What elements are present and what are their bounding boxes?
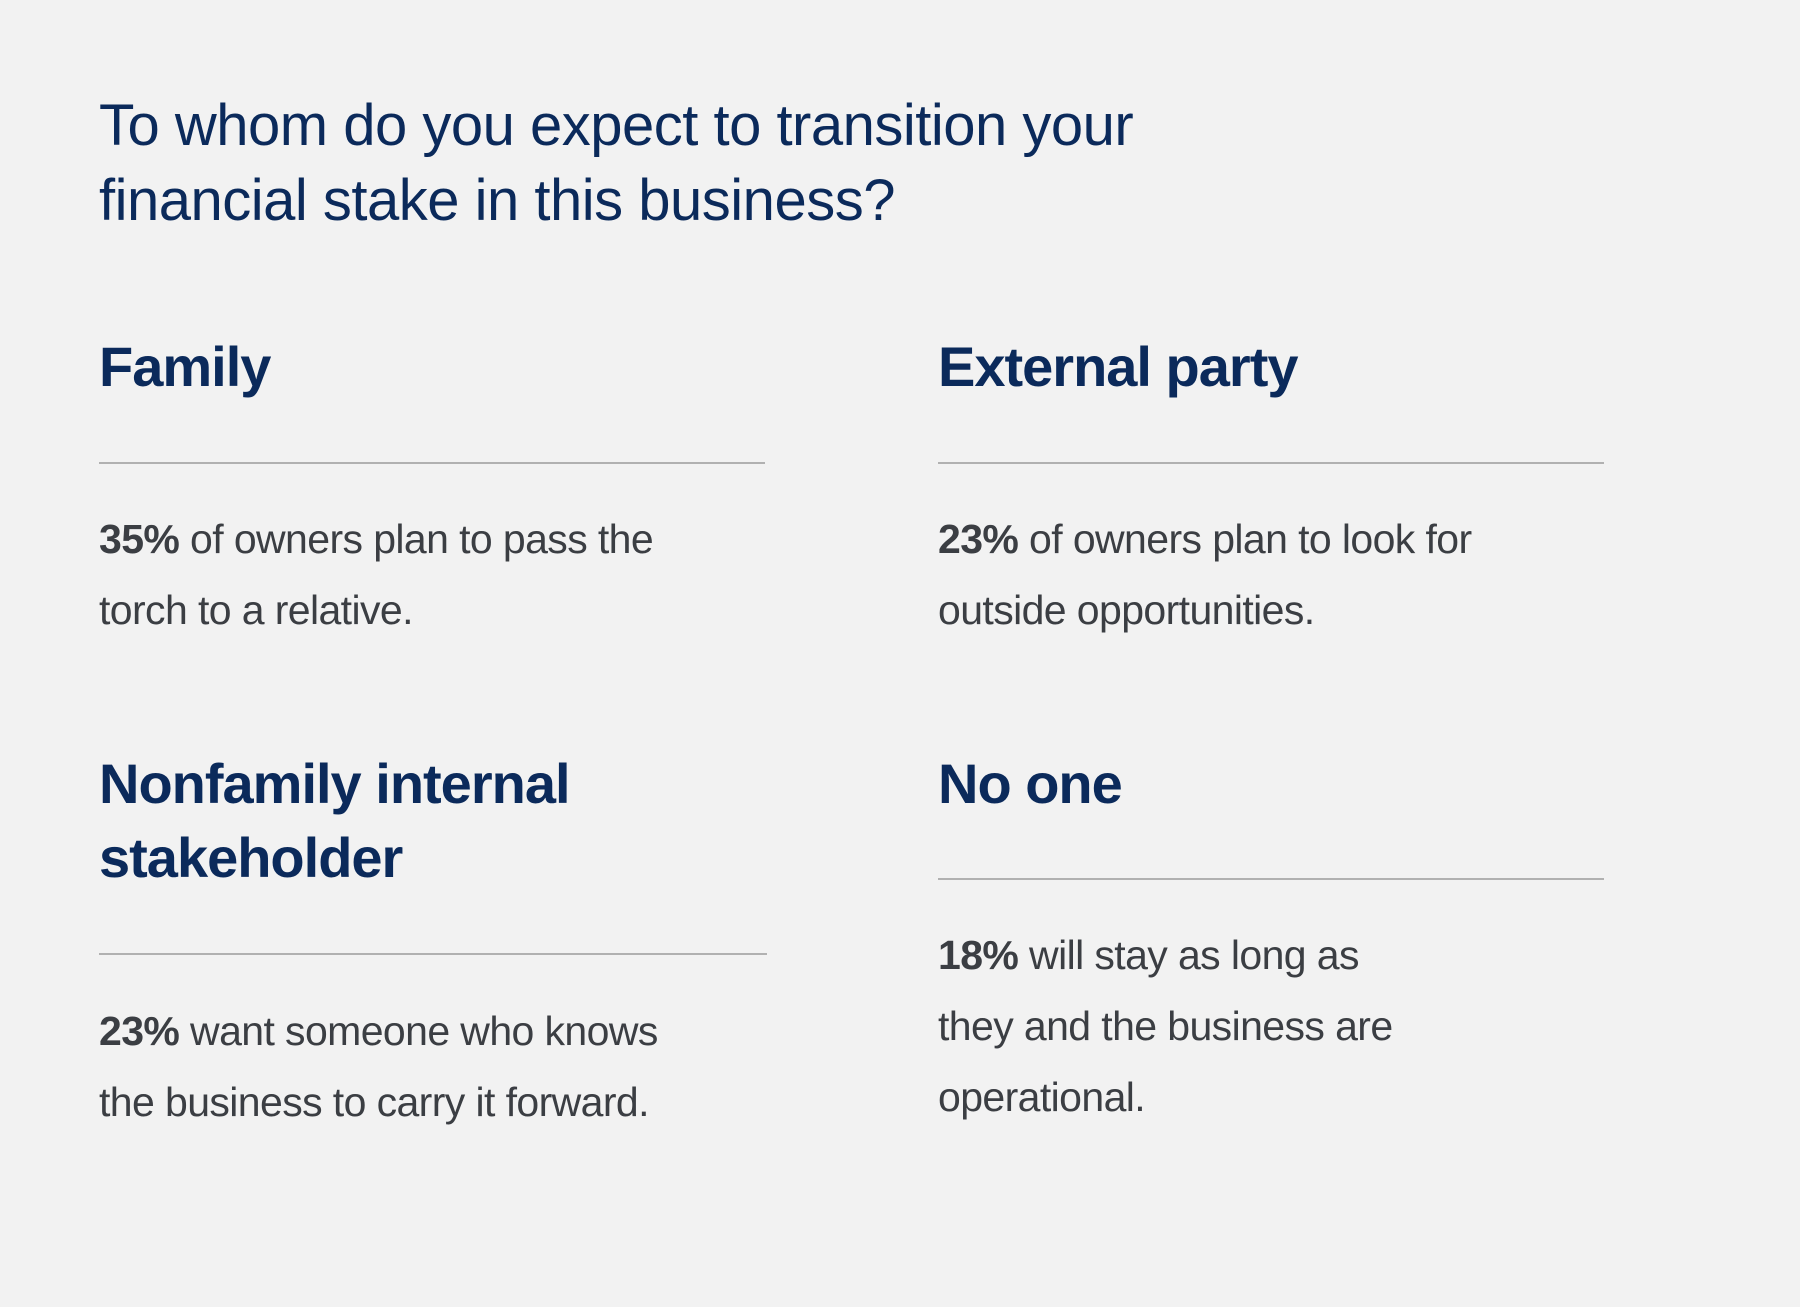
title-line: To whom do you expect to transition your [99,93,1134,158]
divider [938,462,1604,464]
divider [99,953,767,955]
stat-nonfamily-internal: 23% want someone who knows the business … [99,1008,658,1125]
divider [99,462,765,464]
stat-family: 35% of owners plan to pass the torch to … [99,516,654,633]
page-title: To whom do you expect to transition your… [99,88,1134,238]
heading-family: Family [99,335,271,398]
heading-no-one: No one [938,752,1123,815]
stat-no-one: 18% will stay as long as they and the bu… [938,932,1393,1120]
heading-external-party: External party [938,335,1298,398]
divider [938,878,1604,880]
stat-external-party: 23% of owners plan to look for outside o… [938,516,1472,633]
stat-value: 35% [99,516,180,562]
stat-value: 23% [938,516,1019,562]
stat-value: 18% [938,932,1019,978]
title-line: financial stake in this business? [99,168,895,233]
heading-nonfamily-internal: Nonfamily internal stakeholder [99,752,571,889]
stat-value: 23% [99,1008,180,1054]
